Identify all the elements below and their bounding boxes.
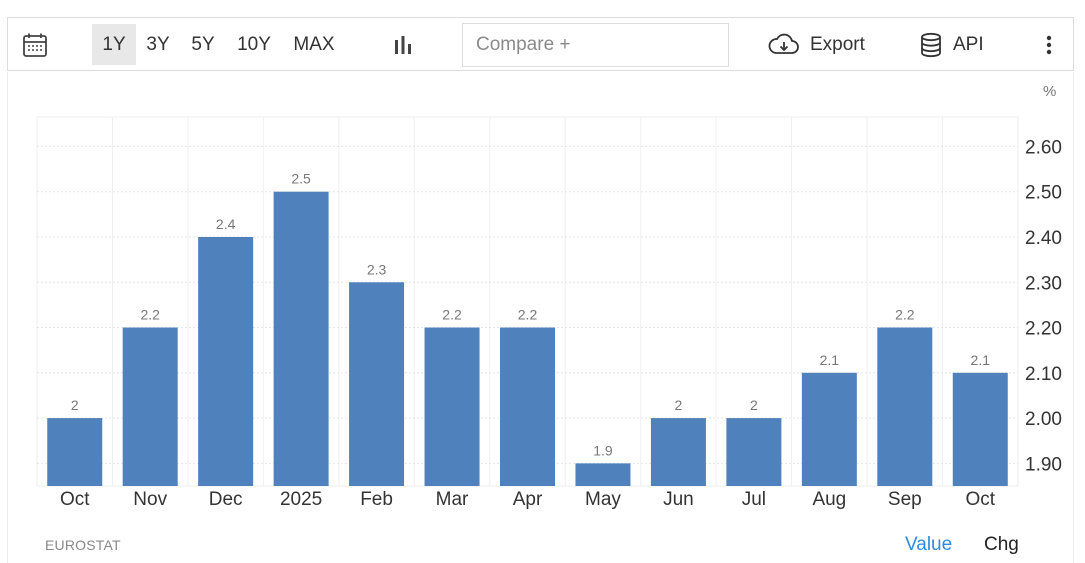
- y-tick-label: 2.30: [1025, 273, 1062, 294]
- y-tick-label: 2.00: [1025, 409, 1062, 430]
- x-tick-label: Nov: [133, 489, 167, 510]
- y-tick-label: 2.10: [1025, 364, 1062, 385]
- x-tick-label: 2025: [280, 489, 322, 510]
- y-tick-label: 2.40: [1025, 228, 1062, 249]
- data-label: 2: [750, 397, 758, 413]
- data-label: 1.9: [593, 442, 613, 458]
- cloud-download-icon: [768, 33, 799, 54]
- y-tick-label: 2.60: [1025, 137, 1062, 158]
- data-label: 2.4: [216, 216, 236, 232]
- x-tick-label: Dec: [209, 489, 243, 510]
- bar: [273, 191, 329, 487]
- x-tick-label: Feb: [360, 489, 393, 510]
- data-label: 2.5: [291, 171, 311, 187]
- range-max-button[interactable]: MAX: [293, 33, 335, 55]
- x-tick-label: Oct: [965, 489, 995, 510]
- y-tick-label: 2.50: [1025, 183, 1062, 204]
- data-label: 2.3: [367, 261, 387, 277]
- bar: [198, 236, 254, 486]
- range-3y-button[interactable]: 3Y: [146, 33, 170, 55]
- bar: [877, 327, 933, 486]
- data-label: 2.1: [820, 352, 840, 368]
- x-tick-label: Jul: [742, 489, 766, 510]
- api-label: API: [953, 34, 984, 55]
- bar: [801, 372, 857, 486]
- bar: [500, 327, 555, 486]
- range-10y-button[interactable]: 10Y: [237, 33, 271, 55]
- value-toggle[interactable]: Value: [905, 534, 953, 555]
- export-label: Export: [810, 34, 865, 55]
- bar: [650, 418, 706, 486]
- bar-chart-icon[interactable]: [388, 31, 418, 59]
- x-tick-label: Sep: [888, 489, 922, 510]
- bar: [122, 327, 178, 486]
- bar: [47, 418, 103, 486]
- bar: [575, 463, 631, 486]
- data-label: 2.2: [442, 307, 462, 323]
- range-1y-button[interactable]: 1Y: [92, 24, 136, 65]
- vertical-dots-icon[interactable]: [1036, 26, 1062, 64]
- chart-frame: [7, 72, 1074, 563]
- source-label: EUROSTAT: [45, 537, 121, 553]
- export-button[interactable]: Export: [768, 26, 865, 64]
- x-tick-label: Jun: [663, 489, 694, 510]
- data-label: 2.2: [518, 307, 538, 323]
- data-label: 2.1: [971, 352, 991, 368]
- database-icon: [921, 32, 941, 58]
- bar: [952, 372, 1008, 486]
- bar: [424, 327, 480, 486]
- bar: [726, 418, 782, 486]
- compare-input[interactable]: Compare +: [462, 23, 729, 67]
- x-tick-label: Oct: [60, 489, 90, 510]
- data-label: 2: [71, 397, 79, 413]
- y-tick-label: 1.90: [1025, 454, 1062, 475]
- range-5y-button[interactable]: 5Y: [191, 33, 215, 55]
- x-tick-label: Apr: [513, 489, 543, 510]
- chg-toggle[interactable]: Chg: [984, 534, 1019, 555]
- bar: [349, 282, 405, 486]
- data-label: 2.2: [140, 307, 160, 323]
- data-label: 2.2: [895, 307, 915, 323]
- x-tick-label: Mar: [436, 489, 469, 510]
- x-tick-label: May: [585, 489, 621, 510]
- chart-toolbar: 1Y 3Y 5Y 10Y MAX Compare + Export API: [7, 17, 1074, 71]
- y-tick-label: 2.20: [1025, 319, 1062, 340]
- unit-label: %: [1043, 83, 1057, 100]
- x-tick-label: Aug: [812, 489, 846, 510]
- data-label: 2: [675, 397, 683, 413]
- calendar-icon[interactable]: [21, 31, 49, 59]
- api-button[interactable]: API: [919, 26, 984, 64]
